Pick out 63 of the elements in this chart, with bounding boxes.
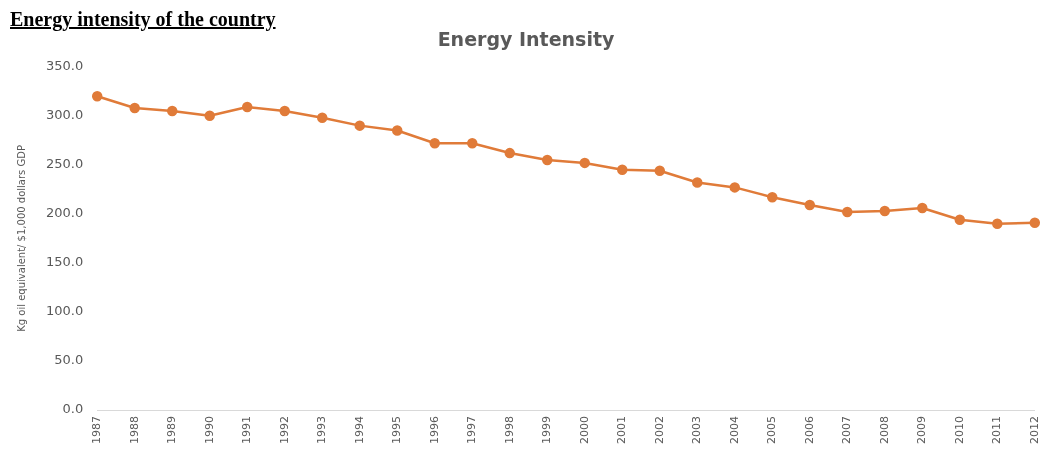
x-tick-label: 2002 (652, 416, 666, 445)
x-tick-label: 2007 (840, 416, 854, 445)
x-tick-label: 2004 (727, 416, 741, 445)
point (654, 165, 666, 176)
x-tick-label: 1991 (240, 416, 254, 445)
x-tick-label: 2003 (690, 416, 704, 445)
point (917, 202, 928, 214)
point (391, 125, 403, 136)
x-tick-label: 1998 (502, 416, 516, 445)
x-tick-label: 2006 (802, 416, 816, 445)
x-tick-label: 2009 (915, 416, 929, 445)
x-tick-label: 2008 (877, 416, 891, 445)
x-tick-label: 1988 (127, 416, 141, 445)
point (692, 177, 703, 188)
x-tick-label: 1994 (352, 416, 366, 445)
x-tick-label: 2010 (952, 416, 966, 445)
x-tick-label: 1996 (427, 416, 441, 445)
point (504, 147, 515, 159)
point (542, 154, 553, 166)
y-tick-label: 350.0 (46, 58, 84, 74)
point (467, 138, 478, 149)
y-tick-label: 150.0 (46, 254, 84, 270)
y-tick-label: 100.0 (46, 303, 84, 319)
x-tick-label: 2001 (615, 416, 629, 445)
point (729, 182, 741, 193)
point (129, 102, 140, 114)
y-tick-label: 300.0 (46, 107, 84, 123)
point (1029, 217, 1041, 228)
x-tick-label: 1999 (540, 416, 554, 445)
point (767, 191, 778, 203)
y-tick-label: 0.0 (62, 401, 84, 417)
point (879, 205, 891, 217)
x-tick-label: 2011 (990, 416, 1004, 445)
point (166, 105, 178, 117)
point (316, 112, 328, 124)
y-tick-label: 200.0 (46, 205, 84, 221)
x-tick-label: 1987 (90, 416, 104, 445)
x-tick-label: 1989 (165, 416, 179, 445)
y-axis-title: Kg oil equivalent/ $1,000 dollars GDP (15, 145, 27, 332)
point (91, 90, 103, 102)
y-tick-label: 250.0 (46, 156, 84, 172)
point (354, 120, 365, 131)
point (842, 206, 853, 218)
point (992, 218, 1003, 229)
point (429, 138, 440, 149)
x-tick-label: 2005 (765, 416, 779, 445)
y-tick-label: 50.0 (54, 352, 84, 368)
point (279, 105, 290, 117)
x-tick-label: 1995 (390, 416, 404, 445)
text: Energy intensity of the country (9, 8, 277, 30)
x-tick-label: 2012 (1027, 416, 1041, 445)
x-tick-label: 1993 (315, 416, 329, 445)
x-tick-label: 2000 (577, 416, 591, 445)
point (241, 101, 253, 113)
x-tick-label: 1990 (202, 416, 216, 445)
point (579, 157, 591, 169)
x-tick-label: 1992 (277, 416, 291, 445)
point (954, 214, 966, 226)
x-tick-label: 1997 (465, 416, 479, 445)
point (617, 164, 628, 176)
point (804, 199, 816, 211)
chart-title: Energy Intensity (437, 28, 615, 51)
point (204, 110, 215, 122)
